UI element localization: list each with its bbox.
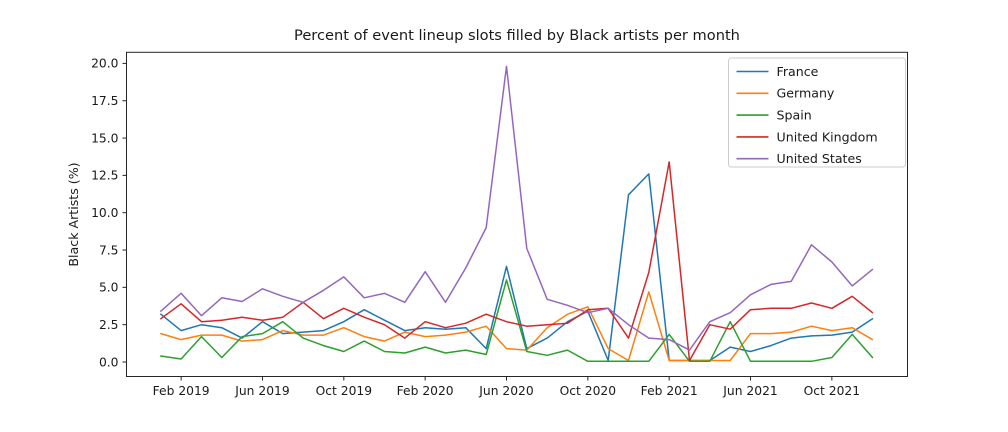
legend-item-germany: Germany [736,86,835,101]
legend-label-france: France [777,64,819,79]
legend-item-france: France [736,64,819,79]
series-line-germany [160,291,874,362]
x-tick-label: Oct 2020 [560,384,616,398]
x-tick-label: Oct 2019 [316,384,372,398]
x-tick-label: Feb 2020 [397,384,454,398]
y-tick-label: 20.0 [91,57,118,71]
legend-item-spain: Spain [736,108,812,123]
axis-ticks: Feb 2019 Jun 2019 Oct 2019 Feb 2020 Jun 2020… [91,57,860,398]
legend-item-united-kingdom: United Kingdom [736,129,878,144]
y-tick-label: 12.5 [91,169,118,183]
series-line-united-kingdom [160,161,874,362]
y-tick-label: 0.0 [99,355,119,369]
legend-label-spain: Spain [777,108,812,123]
x-tick-label: Jun 2021 [722,384,777,398]
x-tick-label: Jun 2020 [478,384,533,398]
series-line-france [160,173,874,362]
legend: France Germany Spain United Kingdom United S… [728,57,906,168]
series-lines [160,65,874,363]
y-tick-label: 5.0 [99,281,119,295]
y-tick-label: 7.5 [99,243,119,257]
x-tick-label: Jun 2019 [234,384,289,398]
legend-item-united-states: United States [736,151,862,166]
y-axis-label: Black Artists (%) [66,162,81,266]
y-tick-label: 10.0 [91,206,118,220]
series-line-united-states [160,65,874,351]
y-tick-label: 2.5 [99,318,119,332]
series-line-spain [160,279,874,363]
y-tick-label: 15.0 [91,131,118,145]
legend-box [728,57,906,168]
chart-title: Percent of event lineup slots filled by … [294,27,740,44]
y-tick-label: 17.5 [91,94,118,108]
legend-label-united-states: United States [777,151,862,166]
legend-label-united-kingdom: United Kingdom [777,129,878,144]
x-tick-label: Feb 2021 [641,384,698,398]
legend-label-germany: Germany [777,86,835,101]
x-tick-label: Oct 2021 [804,384,860,398]
x-tick-label: Feb 2019 [153,384,210,398]
plot-area [126,51,908,378]
